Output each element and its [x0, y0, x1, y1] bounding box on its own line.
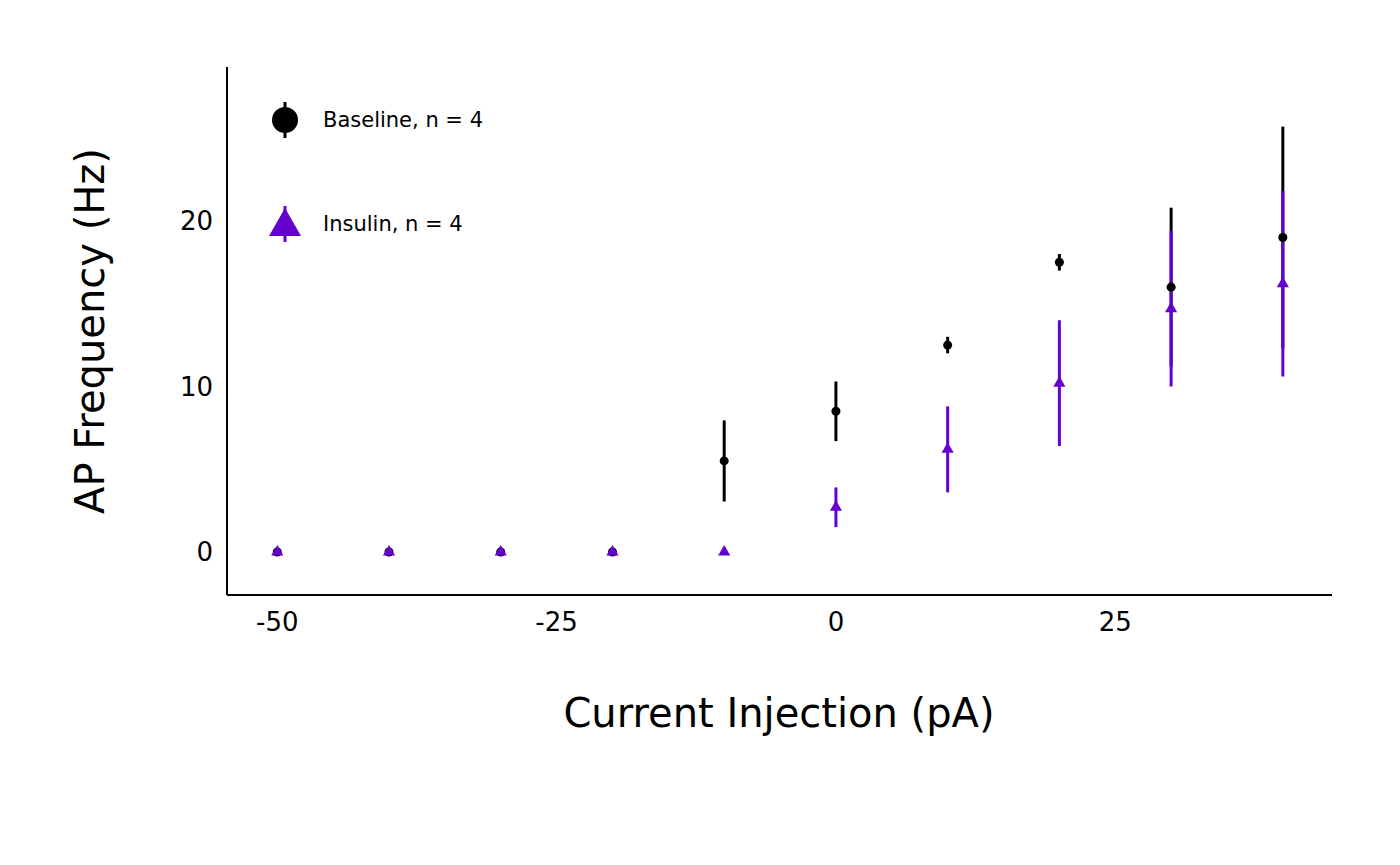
html-text:Insulin, n = 4: Insulin, n = 4 [323, 212, 463, 236]
svg-text:-25: -25 [535, 607, 577, 637]
svg-text:25: 25 [1099, 607, 1132, 637]
svg-text:0: 0 [828, 607, 845, 637]
svg-text:0: 0 [196, 537, 213, 567]
svg-text:20: 20 [180, 206, 213, 236]
svg-text:-50: -50 [256, 607, 298, 637]
html-text:Baseline, n = 4: Baseline, n = 4 [323, 108, 483, 132]
html-text:Current Injection (pA): Current Injection (pA) [563, 690, 995, 736]
svg-text:10: 10 [180, 372, 213, 402]
html-text:AP Frequency (Hz): AP Frequency (Hz) [67, 148, 113, 514]
